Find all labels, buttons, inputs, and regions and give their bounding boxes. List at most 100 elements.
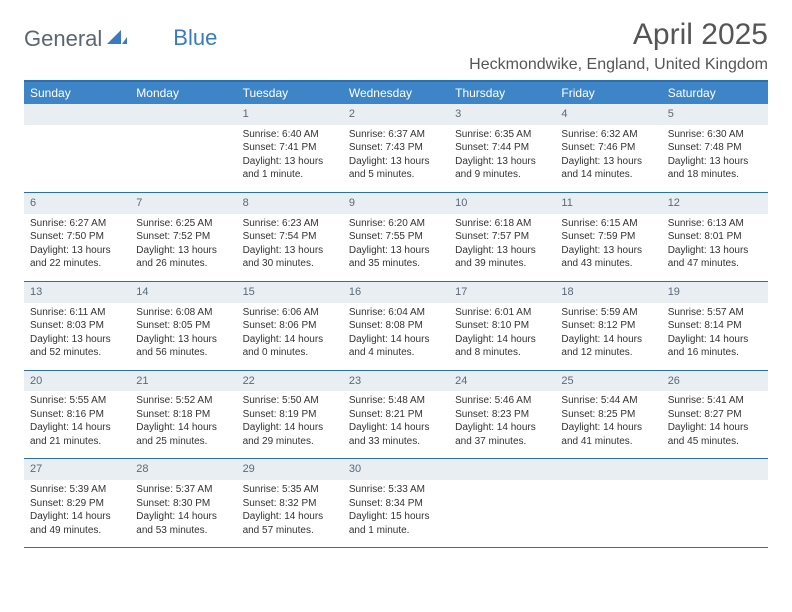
daylight-text: Daylight: 13 hours and 14 minutes.: [561, 155, 655, 182]
daylight-text: Daylight: 14 hours and 25 minutes.: [136, 421, 230, 448]
day-cell: 11Sunrise: 6:15 AMSunset: 7:59 PMDayligh…: [555, 193, 661, 281]
day-number: 4: [555, 104, 661, 125]
day-cell: 23Sunrise: 5:48 AMSunset: 8:21 PMDayligh…: [343, 371, 449, 459]
calendar-grid: SundayMondayTuesdayWednesdayThursdayFrid…: [24, 80, 768, 548]
daylight-text: Daylight: 14 hours and 41 minutes.: [561, 421, 655, 448]
dow-cell: Sunday: [24, 82, 130, 104]
sunrise-text: Sunrise: 6:06 AM: [243, 306, 337, 320]
sunrise-text: Sunrise: 6:13 AM: [668, 217, 762, 231]
day-body: Sunrise: 6:06 AMSunset: 8:06 PMDaylight:…: [237, 303, 343, 370]
day-number: 7: [130, 193, 236, 214]
day-body: Sunrise: 6:20 AMSunset: 7:55 PMDaylight:…: [343, 214, 449, 281]
sunrise-text: Sunrise: 5:41 AM: [668, 394, 762, 408]
sunrise-text: Sunrise: 6:08 AM: [136, 306, 230, 320]
week-row: 6Sunrise: 6:27 AMSunset: 7:50 PMDaylight…: [24, 193, 768, 282]
sunrise-text: Sunrise: 6:35 AM: [455, 128, 549, 142]
day-body: Sunrise: 5:59 AMSunset: 8:12 PMDaylight:…: [555, 303, 661, 370]
sunrise-text: Sunrise: 6:23 AM: [243, 217, 337, 231]
day-body: [662, 480, 768, 540]
sunset-text: Sunset: 8:21 PM: [349, 408, 443, 422]
sunset-text: Sunset: 7:48 PM: [668, 141, 762, 155]
day-number: [662, 459, 768, 480]
day-number: 18: [555, 282, 661, 303]
day-body: Sunrise: 6:35 AMSunset: 7:44 PMDaylight:…: [449, 125, 555, 192]
sunset-text: Sunset: 7:46 PM: [561, 141, 655, 155]
day-cell: [555, 459, 661, 547]
day-body: Sunrise: 5:48 AMSunset: 8:21 PMDaylight:…: [343, 391, 449, 458]
day-body: Sunrise: 6:04 AMSunset: 8:08 PMDaylight:…: [343, 303, 449, 370]
day-body: Sunrise: 6:08 AMSunset: 8:05 PMDaylight:…: [130, 303, 236, 370]
sunrise-text: Sunrise: 6:20 AM: [349, 217, 443, 231]
daylight-text: Daylight: 13 hours and 56 minutes.: [136, 333, 230, 360]
day-cell: 15Sunrise: 6:06 AMSunset: 8:06 PMDayligh…: [237, 282, 343, 370]
day-body: Sunrise: 5:39 AMSunset: 8:29 PMDaylight:…: [24, 480, 130, 547]
day-body: Sunrise: 6:25 AMSunset: 7:52 PMDaylight:…: [130, 214, 236, 281]
sunset-text: Sunset: 8:18 PM: [136, 408, 230, 422]
daylight-text: Daylight: 14 hours and 37 minutes.: [455, 421, 549, 448]
daylight-text: Daylight: 13 hours and 52 minutes.: [30, 333, 124, 360]
sunset-text: Sunset: 8:29 PM: [30, 497, 124, 511]
day-number: 27: [24, 459, 130, 480]
day-body: Sunrise: 5:57 AMSunset: 8:14 PMDaylight:…: [662, 303, 768, 370]
sunset-text: Sunset: 8:34 PM: [349, 497, 443, 511]
dow-cell: Monday: [130, 82, 236, 104]
sunrise-text: Sunrise: 6:11 AM: [30, 306, 124, 320]
header: General Blue April 2025 Heckmondwike, En…: [24, 18, 768, 74]
daylight-text: Daylight: 14 hours and 12 minutes.: [561, 333, 655, 360]
day-cell: 28Sunrise: 5:37 AMSunset: 8:30 PMDayligh…: [130, 459, 236, 547]
day-cell: 18Sunrise: 5:59 AMSunset: 8:12 PMDayligh…: [555, 282, 661, 370]
day-number: 2: [343, 104, 449, 125]
day-cell: 13Sunrise: 6:11 AMSunset: 8:03 PMDayligh…: [24, 282, 130, 370]
day-body: Sunrise: 6:23 AMSunset: 7:54 PMDaylight:…: [237, 214, 343, 281]
day-body: Sunrise: 5:52 AMSunset: 8:18 PMDaylight:…: [130, 391, 236, 458]
day-number: 16: [343, 282, 449, 303]
daylight-text: Daylight: 14 hours and 53 minutes.: [136, 510, 230, 537]
day-cell: 16Sunrise: 6:04 AMSunset: 8:08 PMDayligh…: [343, 282, 449, 370]
daylight-text: Daylight: 15 hours and 1 minute.: [349, 510, 443, 537]
daylight-text: Daylight: 14 hours and 57 minutes.: [243, 510, 337, 537]
logo-sail-icon: [107, 26, 127, 52]
daylight-text: Daylight: 13 hours and 39 minutes.: [455, 244, 549, 271]
day-cell: 21Sunrise: 5:52 AMSunset: 8:18 PMDayligh…: [130, 371, 236, 459]
sunset-text: Sunset: 8:10 PM: [455, 319, 549, 333]
daylight-text: Daylight: 13 hours and 26 minutes.: [136, 244, 230, 271]
day-number: 29: [237, 459, 343, 480]
dow-cell: Friday: [555, 82, 661, 104]
day-cell: [662, 459, 768, 547]
day-number: 3: [449, 104, 555, 125]
day-number: 1: [237, 104, 343, 125]
sunset-text: Sunset: 7:41 PM: [243, 141, 337, 155]
day-number: 25: [555, 371, 661, 392]
weeks-container: 1Sunrise: 6:40 AMSunset: 7:41 PMDaylight…: [24, 104, 768, 548]
day-number: 22: [237, 371, 343, 392]
day-number: 6: [24, 193, 130, 214]
logo-text-1: General: [24, 26, 102, 52]
day-cell: 29Sunrise: 5:35 AMSunset: 8:32 PMDayligh…: [237, 459, 343, 547]
day-cell: 17Sunrise: 6:01 AMSunset: 8:10 PMDayligh…: [449, 282, 555, 370]
day-body: [130, 125, 236, 185]
sunset-text: Sunset: 8:08 PM: [349, 319, 443, 333]
daylight-text: Daylight: 14 hours and 45 minutes.: [668, 421, 762, 448]
day-body: [449, 480, 555, 540]
sunset-text: Sunset: 7:59 PM: [561, 230, 655, 244]
sunset-text: Sunset: 8:14 PM: [668, 319, 762, 333]
sunset-text: Sunset: 8:23 PM: [455, 408, 549, 422]
day-number: 19: [662, 282, 768, 303]
day-number: 21: [130, 371, 236, 392]
dow-cell: Wednesday: [343, 82, 449, 104]
day-number: 14: [130, 282, 236, 303]
daylight-text: Daylight: 13 hours and 18 minutes.: [668, 155, 762, 182]
day-number: 23: [343, 371, 449, 392]
day-body: [555, 480, 661, 540]
day-body: Sunrise: 6:18 AMSunset: 7:57 PMDaylight:…: [449, 214, 555, 281]
logo: General Blue: [24, 18, 217, 52]
day-cell: 4Sunrise: 6:32 AMSunset: 7:46 PMDaylight…: [555, 104, 661, 192]
logo-text-2: Blue: [173, 25, 217, 51]
day-cell: [24, 104, 130, 192]
daylight-text: Daylight: 14 hours and 29 minutes.: [243, 421, 337, 448]
day-number: 15: [237, 282, 343, 303]
day-number: [130, 104, 236, 125]
sunrise-text: Sunrise: 5:37 AM: [136, 483, 230, 497]
sunrise-text: Sunrise: 5:44 AM: [561, 394, 655, 408]
day-cell: 2Sunrise: 6:37 AMSunset: 7:43 PMDaylight…: [343, 104, 449, 192]
